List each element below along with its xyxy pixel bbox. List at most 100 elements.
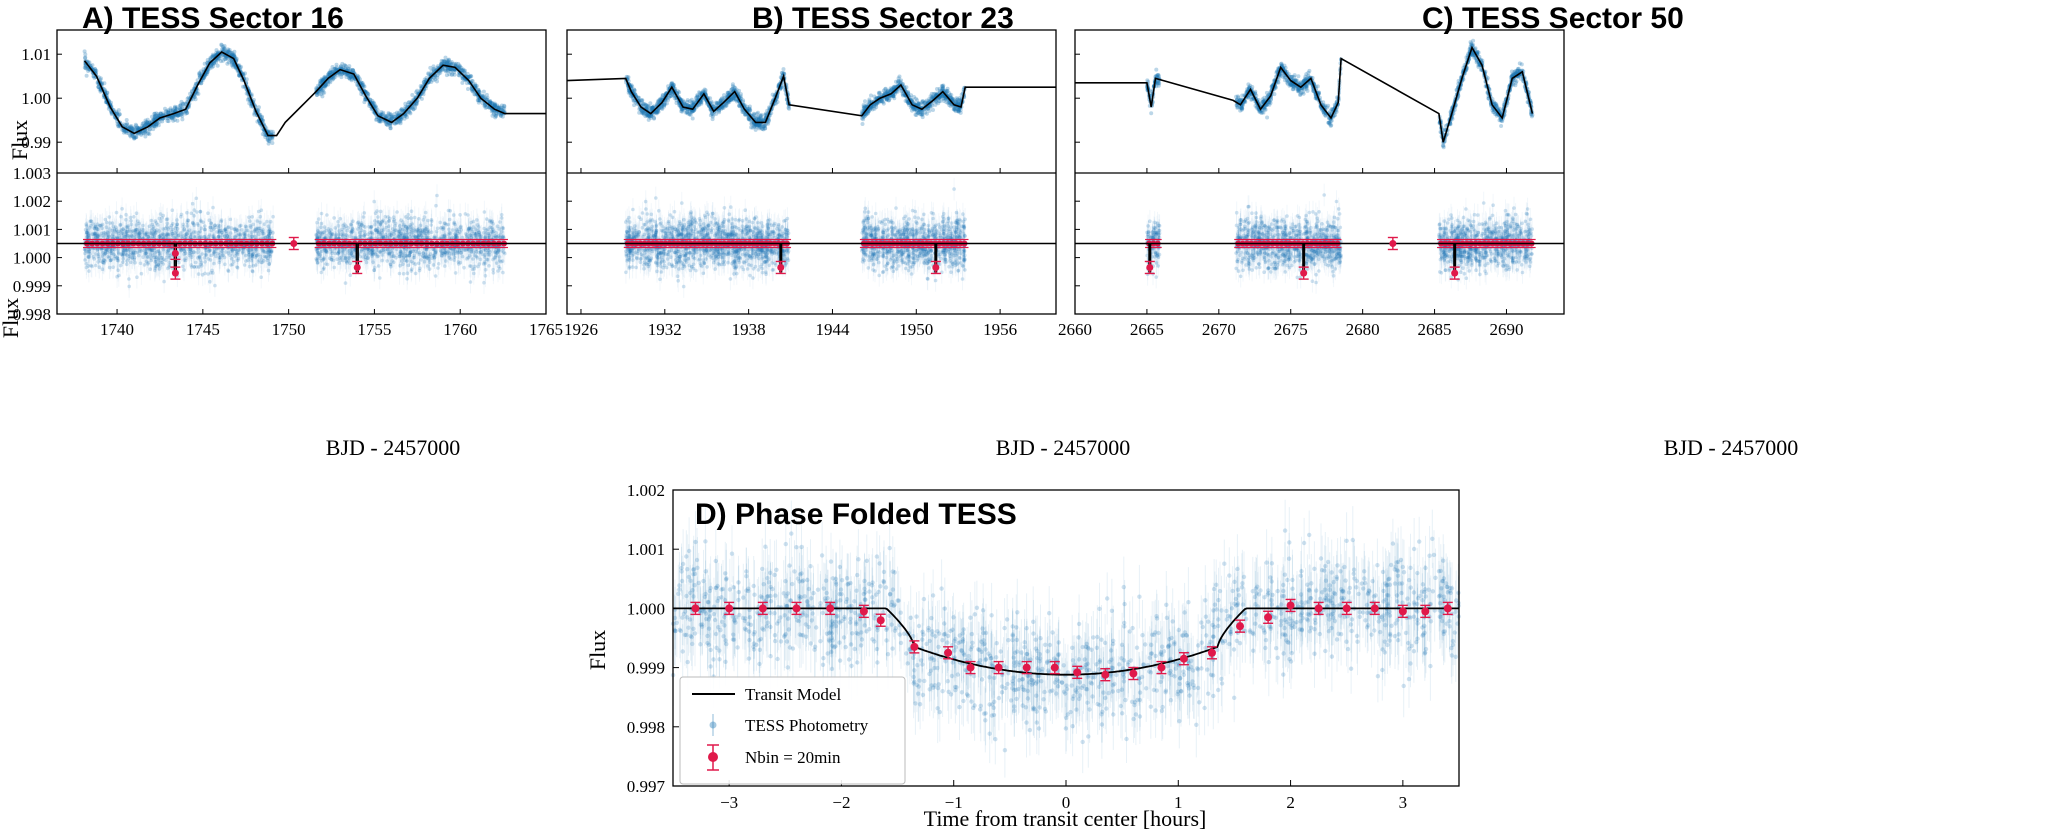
data-point bbox=[223, 227, 228, 231]
data-point bbox=[239, 65, 244, 69]
data-point bbox=[120, 207, 124, 211]
data-point bbox=[225, 56, 229, 61]
data-point bbox=[225, 50, 230, 55]
data-point bbox=[136, 126, 141, 131]
data-point bbox=[136, 230, 141, 235]
data-point bbox=[147, 132, 152, 137]
data-point bbox=[194, 210, 199, 214]
data-point bbox=[87, 60, 92, 65]
data-point bbox=[226, 50, 231, 54]
data-point bbox=[193, 81, 198, 86]
data-point bbox=[93, 67, 98, 72]
data-point bbox=[151, 127, 156, 132]
data-point bbox=[500, 106, 505, 111]
data-point bbox=[200, 273, 205, 277]
panel-c-xlabel: BJD - 2457000 bbox=[1664, 435, 1798, 460]
data-point bbox=[259, 229, 264, 233]
data-point bbox=[174, 107, 179, 112]
data-point bbox=[492, 102, 497, 107]
data-point bbox=[347, 76, 352, 81]
data-point bbox=[209, 253, 214, 258]
data-point bbox=[267, 233, 272, 237]
data-point bbox=[114, 210, 119, 215]
data-point bbox=[470, 89, 475, 94]
data-point bbox=[210, 52, 215, 57]
data-point bbox=[83, 227, 88, 232]
data-point bbox=[179, 214, 183, 219]
data-point bbox=[109, 112, 114, 117]
data-point bbox=[83, 55, 88, 60]
data-point bbox=[384, 122, 389, 127]
data-point bbox=[231, 62, 236, 67]
data-point bbox=[84, 222, 88, 226]
data-point bbox=[197, 254, 202, 259]
data-point bbox=[271, 214, 275, 219]
data-point bbox=[115, 122, 120, 127]
data-point bbox=[171, 118, 176, 123]
data-point bbox=[258, 214, 263, 219]
data-point bbox=[127, 277, 131, 281]
data-point bbox=[237, 73, 241, 78]
data-point bbox=[261, 231, 266, 236]
data-point bbox=[374, 117, 379, 122]
panel-a-top-ylabel: Flux bbox=[7, 120, 32, 160]
data-point bbox=[172, 105, 177, 110]
data-point bbox=[143, 123, 147, 128]
data-point bbox=[221, 58, 225, 63]
data-point bbox=[116, 258, 120, 263]
data-point bbox=[163, 106, 167, 111]
data-point bbox=[341, 65, 346, 70]
data-point bbox=[139, 132, 144, 137]
data-point bbox=[142, 131, 147, 136]
panel-a-xlabel: BJD - 2457000 bbox=[326, 435, 460, 460]
data-point bbox=[82, 49, 87, 54]
panel-a: 1740 1745 1750 1755 1760 17650.991.001.010.99… bbox=[13, 29, 563, 339]
data-point bbox=[181, 110, 186, 115]
data-point bbox=[153, 122, 158, 127]
data-point bbox=[143, 129, 148, 134]
data-point bbox=[163, 234, 168, 239]
data-point bbox=[133, 135, 137, 140]
data-point bbox=[226, 269, 231, 274]
data-point bbox=[170, 208, 175, 212]
data-point bbox=[228, 50, 233, 55]
data-point bbox=[198, 69, 203, 74]
data-point bbox=[152, 124, 157, 128]
data-point bbox=[457, 73, 462, 78]
data-point bbox=[134, 123, 139, 128]
data-point bbox=[84, 73, 89, 78]
data-point bbox=[211, 64, 216, 69]
data-point bbox=[147, 127, 152, 132]
data-point bbox=[196, 91, 201, 96]
data-point bbox=[137, 125, 142, 130]
data-point bbox=[269, 136, 274, 140]
data-point bbox=[477, 98, 482, 103]
data-point bbox=[105, 90, 110, 95]
data-point bbox=[233, 65, 238, 70]
data-point bbox=[227, 48, 232, 52]
data-point bbox=[144, 121, 149, 126]
data-point bbox=[232, 63, 237, 68]
data-point bbox=[127, 125, 132, 130]
data-point bbox=[249, 230, 254, 235]
data-point bbox=[123, 122, 128, 127]
data-point bbox=[121, 257, 125, 261]
data-point bbox=[162, 279, 166, 284]
data-point bbox=[172, 108, 177, 113]
data-point bbox=[211, 53, 216, 58]
data-point bbox=[241, 71, 246, 76]
data-point bbox=[125, 124, 129, 129]
data-point bbox=[125, 225, 130, 230]
data-point bbox=[461, 67, 466, 72]
data-point bbox=[110, 251, 115, 256]
data-point bbox=[180, 117, 185, 122]
data-point bbox=[399, 116, 404, 121]
data-point bbox=[96, 260, 100, 264]
data-point bbox=[189, 263, 193, 267]
data-point bbox=[443, 55, 448, 60]
data-point bbox=[268, 219, 273, 224]
data-point bbox=[340, 61, 345, 66]
data-point bbox=[173, 104, 177, 109]
data-point bbox=[237, 248, 241, 252]
data-point bbox=[180, 101, 185, 106]
